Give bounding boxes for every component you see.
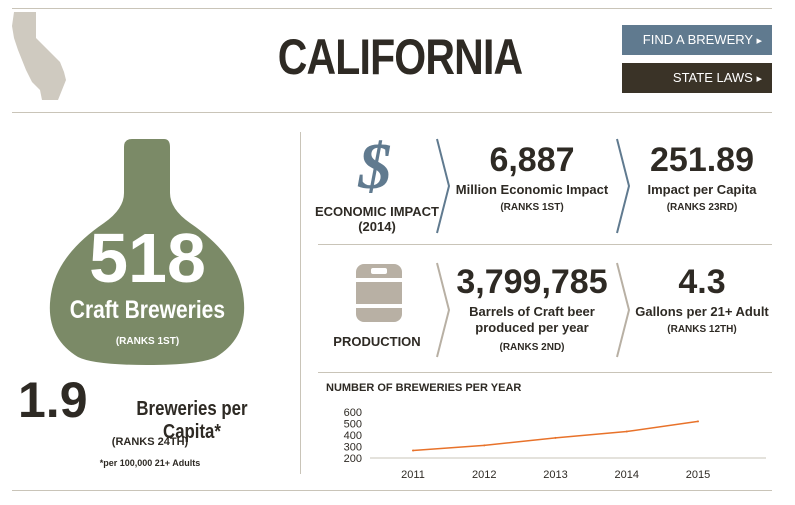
- chevron-divider-icon: [436, 138, 450, 234]
- breweries-label-text: Craft Breweries: [69, 296, 226, 324]
- impact-per-capita-value: 251.89: [650, 141, 754, 179]
- data-point: [554, 436, 557, 439]
- chevron-right-icon: ▸: [756, 35, 762, 47]
- per-capita-label-text: Breweries per Capita*: [136, 398, 248, 443]
- dollar-icon: $: [358, 130, 392, 203]
- per-capita-label: Breweries per Capita*: [92, 398, 292, 444]
- breweries-label: Craft Breweries: [40, 296, 255, 325]
- chevron-right-icon: ▸: [756, 73, 762, 85]
- keg-icon: [356, 264, 402, 322]
- production-value: 3,799,785: [456, 263, 608, 301]
- economic-impact-rank: (RANKS 1ST): [500, 202, 564, 213]
- impact-per-capita-label: Impact per Capita: [647, 182, 757, 197]
- y-tick-label: 400: [344, 430, 362, 442]
- bottom-rule: [12, 490, 772, 491]
- california-map-icon: [12, 12, 66, 100]
- chevron-divider-icon: [616, 262, 630, 358]
- find-brewery-button[interactable]: FIND A BREWERY ▸: [622, 25, 772, 55]
- breweries-count: 518: [89, 219, 206, 297]
- gallons-per-adult-value: 4.3: [678, 263, 726, 301]
- economic-impact-label: Million Economic Impact: [455, 182, 609, 197]
- production-label-line1: Barrels of Craft beer: [469, 304, 595, 319]
- header-bottom-rule: [12, 112, 772, 113]
- production-title: PRODUCTION: [333, 334, 421, 349]
- gallons-per-adult-label: Gallons per 21+ Adult: [635, 304, 769, 319]
- top-rule: [12, 8, 772, 9]
- x-tick-label: 2014: [615, 469, 639, 481]
- x-tick-label: 2013: [543, 469, 567, 481]
- economic-impact-title-line1: ECONOMIC IMPACT: [315, 204, 439, 219]
- data-point: [697, 420, 699, 423]
- production-rank: (RANKS 2ND): [499, 342, 565, 353]
- y-tick-label: 300: [344, 442, 362, 454]
- chart-title: NUMBER OF BREWERIES PER YEAR: [326, 382, 522, 394]
- production-label-line2: produced per year: [475, 320, 589, 335]
- y-tick-label: 500: [344, 419, 362, 431]
- economic-impact-value: 6,887: [489, 141, 575, 179]
- state-laws-button[interactable]: STATE LAWS ▸: [622, 63, 772, 93]
- gallons-per-adult-rank: (RANKS 12TH): [667, 324, 737, 335]
- growler-icon: [49, 139, 245, 365]
- per-capita-footnote: *per 100,000 21+ Adults: [99, 458, 201, 468]
- data-point: [625, 430, 628, 433]
- production-label: Barrels of Craft beer produced per year: [452, 304, 612, 336]
- chevron-divider-icon: [436, 262, 450, 358]
- economic-impact-title: ECONOMIC IMPACT (2014): [312, 204, 442, 234]
- column-divider: [300, 132, 301, 474]
- y-tick-label: 600: [344, 407, 362, 419]
- impact-per-capita-rank: (RANKS 23RD): [666, 202, 738, 213]
- data-point: [483, 444, 486, 447]
- per-capita-value: 1.9: [18, 372, 88, 428]
- find-brewery-label: FIND A BREWERY: [642, 32, 753, 47]
- state-laws-label: STATE LAWS: [672, 70, 753, 85]
- row-divider: [318, 244, 772, 245]
- economic-impact-title-line2: (2014): [358, 219, 396, 234]
- x-tick-label: 2011: [401, 469, 425, 481]
- per-capita-rank: (RANKS 24TH): [111, 436, 189, 448]
- data-point: [412, 449, 414, 452]
- y-tick-label: 200: [344, 453, 362, 465]
- x-tick-label: 2015: [686, 469, 710, 481]
- page-title: CALIFORNIA: [277, 29, 523, 85]
- series-line: [412, 420, 699, 452]
- breweries-rank: (RANKS 1ST): [115, 336, 180, 347]
- chevron-divider-icon: [616, 138, 630, 234]
- row-divider: [318, 372, 772, 373]
- x-tick-label: 2012: [472, 469, 496, 481]
